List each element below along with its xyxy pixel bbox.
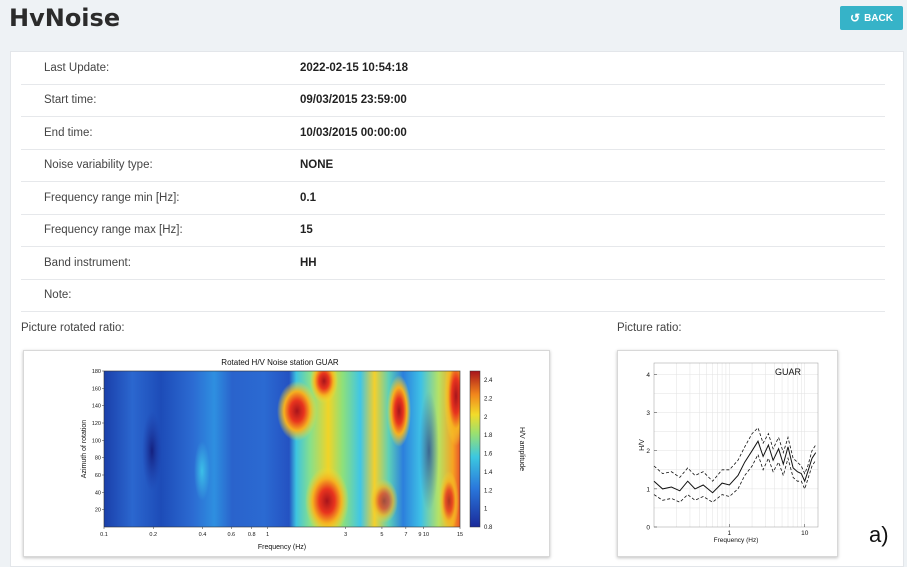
detail-row-end-time: End time: 10/03/2015 00:00:00 [21, 117, 885, 150]
colorbar-tick-label: 1.6 [484, 452, 493, 458]
detail-row-frequency-max: Frequency range max [Hz]: 15 [21, 215, 885, 247]
colorbar-tick-label: 1.4 [484, 470, 493, 476]
heatmap-colorbar-label: H/V amplitude [518, 427, 525, 471]
detail-row-frequency-min: Frequency range min [Hz]: 0.1 [21, 182, 885, 215]
detail-value: 09/03/2015 23:59:00 [300, 94, 407, 107]
colorbar-tick-label: 2.2 [484, 397, 493, 403]
heatmap-title: Rotated H/V Noise station GUAR [221, 358, 339, 367]
detail-row-band-instrument: Band instrument: HH [21, 247, 885, 280]
rotated-ratio-chart: Rotated H/V Noise station GUAR 20 40 60 80 1… [81, 358, 525, 551]
ratio-y-tick-label: 0 [646, 525, 650, 532]
heatmap-y-tick-label: 40 [95, 490, 101, 496]
detail-label: End time: [44, 126, 93, 139]
detail-label: Band instrument: [44, 256, 131, 269]
heatmap-x-tick-label: 9 10 [418, 532, 429, 538]
detail-label: Noise variability type: [44, 159, 153, 172]
rotated-ratio-image: Rotated H/V Noise station GUAR 20 40 60 80 1… [23, 350, 550, 557]
colorbar-tick-label: 1.2 [484, 488, 493, 494]
heatmap-y-tick-label: 20 [95, 508, 101, 514]
colorbar-tick-label: 1 [484, 507, 488, 513]
undo-icon: ↺ [850, 11, 861, 25]
ratio-x-tick-label: 1 [728, 530, 732, 537]
back-button-label: BACK [864, 12, 893, 24]
heatmap-x-tick-label: 15 [457, 532, 463, 538]
hv-std-line [653, 453, 817, 503]
heatmap-x-tick-label: 7 [404, 532, 407, 538]
heatmap-x-tick-label: 0.8 [248, 532, 256, 538]
detail-row-noise-variability: Noise variability type: NONE [21, 150, 885, 182]
ratio-x-tick-label: 10 [801, 530, 809, 537]
heatmap-colorbar [469, 370, 481, 528]
detail-label: Frequency range max [Hz]: [44, 224, 183, 237]
hv-mean-line [653, 440, 817, 494]
heatmap-field [104, 371, 460, 527]
ratio-image: 0 1 2 3 4 1 10 GUAR H/V Frequency (Hz) [617, 350, 838, 557]
detail-value: 10/03/2015 00:00:00 [300, 126, 407, 139]
heatmap-x-tick-label: 1 [266, 532, 269, 538]
detail-value: NONE [300, 159, 334, 172]
detail-value: HH [300, 256, 317, 269]
detail-row-note: Note: [21, 280, 885, 312]
heatmap-y-tick-label: 140 [92, 404, 101, 410]
ratio-y-tick-label: 3 [646, 410, 650, 417]
back-button[interactable]: ↺ BACK [840, 6, 903, 30]
heatmap-y-tick-label: 120 [92, 421, 101, 427]
ratio-y-tick-label: 2 [646, 448, 650, 455]
heatmap-x-tick-label: 5 [380, 532, 383, 538]
detail-label: Start time: [44, 94, 97, 107]
heatmap-x-tick-label: 0.2 [149, 532, 157, 538]
details-table: Last Update: 2022-02-15 10:54:18 Start t… [21, 52, 885, 312]
heatmap-x-label: Frequency (Hz) [258, 544, 306, 551]
heatmap-y-tick-label: 60 [95, 473, 101, 479]
colorbar-tick-label: 2.4 [484, 378, 493, 384]
detail-row-start-time: Start time: 09/03/2015 23:59:00 [21, 85, 885, 117]
heatmap-y-tick-label: 80 [95, 456, 101, 462]
ratio-x-label: Frequency (Hz) [714, 537, 759, 544]
detail-value: 2022-02-15 10:54:18 [300, 61, 409, 74]
figure-panel-letter: a) [869, 522, 889, 547]
detail-label: Last Update: [44, 61, 110, 74]
colorbar-tick-label: 2 [484, 415, 488, 421]
picture-ratio-label: Picture ratio: [617, 322, 682, 334]
ratio-y-label: H/V [639, 439, 646, 451]
heatmap-x-tick-label: 0.4 [199, 532, 207, 538]
detail-label: Note: [44, 289, 72, 302]
ratio-chart: 0 1 2 3 4 1 10 GUAR H/V Frequency (Hz) [639, 362, 819, 544]
details-panel: Last Update: 2022-02-15 10:54:18 Start t… [10, 51, 904, 567]
detail-value: 15 [300, 224, 313, 237]
ratio-y-tick-label: 1 [646, 486, 650, 493]
heatmap-y-tick-label: 180 [92, 369, 101, 375]
detail-value: 0.1 [300, 191, 316, 204]
heatmap-x-tick-label: 3 [344, 532, 347, 538]
detail-label: Frequency range min [Hz]: [44, 191, 180, 204]
page-title: HvNoise [9, 4, 121, 32]
ratio-y-tick-label: 4 [646, 372, 650, 379]
colorbar-tick-label: 0.8 [484, 525, 493, 531]
hv-std-line [653, 427, 817, 482]
heatmap-y-tick-label: 100 [92, 438, 101, 444]
heatmap-x-tick-label: 0.1 [100, 532, 108, 538]
colorbar-tick-label: 1.8 [484, 433, 493, 439]
ratio-chart-station-label: GUAR [775, 367, 802, 377]
heatmap-y-tick-label: 160 [92, 386, 101, 392]
picture-rotated-label: Picture rotated ratio: [21, 322, 125, 334]
detail-row-last-update: Last Update: 2022-02-15 10:54:18 [21, 52, 885, 85]
heatmap-y-label: Azimuth of rotation [81, 420, 88, 478]
heatmap-x-tick-label: 0.6 [227, 532, 235, 538]
